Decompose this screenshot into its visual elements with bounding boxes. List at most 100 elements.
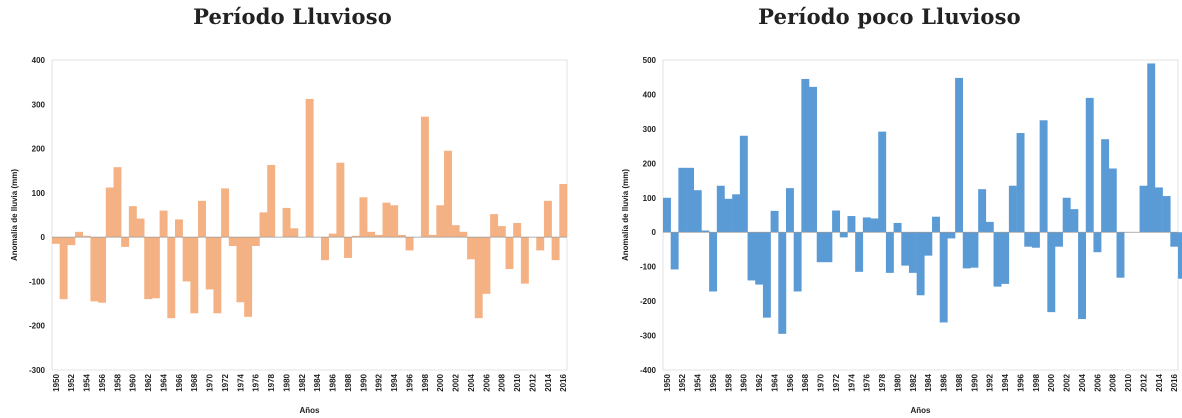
x-tick-label: 1978 xyxy=(267,373,276,391)
bar-1997 xyxy=(1024,232,1033,247)
bar-1963 xyxy=(762,232,771,318)
x-tick-label: 1968 xyxy=(190,373,199,391)
x-axis-title: Años xyxy=(911,406,932,415)
bar-2006 xyxy=(482,237,491,294)
bar-1967 xyxy=(182,237,191,282)
bar-1950 xyxy=(52,237,60,244)
bar-1967 xyxy=(793,232,802,292)
bar-1962 xyxy=(755,232,764,285)
y-tick-label: 200 xyxy=(643,159,657,168)
y-tick-label: -300 xyxy=(29,366,46,375)
y-axis-title: Anomalía de lluvia (mm) xyxy=(10,169,19,261)
chart-title-dry-period: Período poco Lluvioso xyxy=(758,4,1021,29)
bar-1960 xyxy=(739,135,748,233)
bar-2001 xyxy=(1055,232,1063,247)
x-tick-label: 2014 xyxy=(544,373,553,391)
bar-1964 xyxy=(770,210,779,233)
bar-2001 xyxy=(444,150,452,238)
bar-2008 xyxy=(1108,168,1117,233)
bar-1999 xyxy=(428,234,437,238)
bar-1972 xyxy=(221,188,230,238)
x-tick-label: 1990 xyxy=(359,373,368,391)
chart-panel-rainy-period: Período Lluvioso -300 -200 -100 0 100 200 300 4… xyxy=(0,0,585,418)
bar-1958 xyxy=(113,167,122,238)
bar-1956 xyxy=(709,232,718,292)
y-axis-title: Anomalía de lluvia (mm) xyxy=(621,169,630,261)
bar-2012 xyxy=(1139,185,1148,233)
x-tick-label: 1972 xyxy=(221,373,230,391)
bar-1975 xyxy=(244,237,253,317)
x-tick-label: 1974 xyxy=(236,373,245,391)
x-tick-label: 1986 xyxy=(940,373,949,391)
bar-1969 xyxy=(198,200,206,238)
y-tick-label: 300 xyxy=(32,100,46,109)
bar-1953 xyxy=(75,231,83,238)
x-tick-label: 2012 xyxy=(528,373,537,391)
x-tick-label: 1998 xyxy=(421,373,430,391)
bar-1957 xyxy=(716,185,725,233)
x-tick-label: 1984 xyxy=(313,373,322,391)
bar-1999 xyxy=(1039,120,1048,233)
x-tick-label: 1962 xyxy=(755,373,764,391)
bar-2004 xyxy=(1078,232,1087,320)
bar-chart-dry-period: -400 -300 -200 -100 0 100 200 300 400 500 1950 1952… xyxy=(621,56,1182,415)
x-tick-label: 1976 xyxy=(863,373,872,391)
bar-1978 xyxy=(878,131,887,233)
bar-1998 xyxy=(1031,232,1040,248)
bar-1950 xyxy=(663,197,671,233)
y-tick-label: -200 xyxy=(640,297,657,306)
x-tick-label: 2002 xyxy=(452,373,461,391)
x-tick-label: 1964 xyxy=(159,373,168,391)
x-tick-label: 1996 xyxy=(405,373,414,391)
x-tick-label: 1988 xyxy=(955,373,964,391)
x-tick-label: 2010 xyxy=(1124,373,1133,391)
bar-1969 xyxy=(809,86,817,233)
y-tick-label: -100 xyxy=(29,277,46,286)
y-tick-label: 100 xyxy=(643,194,657,203)
bar-2007 xyxy=(1101,139,1110,233)
x-tick-label: 1956 xyxy=(709,373,718,391)
bar-2004 xyxy=(467,237,476,260)
x-tick-label: 2008 xyxy=(498,373,507,391)
bar-1980 xyxy=(282,207,291,238)
x-tick-label: 1976 xyxy=(252,373,261,391)
x-tick-label: 1970 xyxy=(206,373,215,391)
bar-1971 xyxy=(213,237,222,314)
bar-1987 xyxy=(336,162,345,238)
x-tick-label: 2016 xyxy=(559,373,568,391)
bar-1984 xyxy=(924,232,933,256)
x-tick-label: 1998 xyxy=(1032,373,1041,391)
x-tick-label: 1986 xyxy=(329,373,338,391)
bar-1987 xyxy=(947,232,956,239)
x-tick-label: 2012 xyxy=(1139,373,1148,391)
bar-1989 xyxy=(351,235,360,238)
bar-1985 xyxy=(932,216,940,233)
x-tick-label: 1950 xyxy=(52,373,61,391)
y-tick-label: 400 xyxy=(32,56,46,65)
bar-1958 xyxy=(724,198,733,233)
bar-1968 xyxy=(801,78,810,233)
bar-2015 xyxy=(551,237,560,261)
bar-1992 xyxy=(985,221,994,233)
x-tick-label: 1954 xyxy=(694,373,703,391)
bar-2002 xyxy=(1062,197,1071,233)
bar-1965 xyxy=(778,232,787,334)
bar-1974 xyxy=(847,216,856,233)
bar-1970 xyxy=(816,232,825,263)
bar-2015 xyxy=(1162,196,1171,233)
x-tick-label: 2004 xyxy=(467,373,476,391)
bar-2009 xyxy=(1116,232,1125,278)
bar-1961 xyxy=(747,232,756,281)
x-tick-label: 1980 xyxy=(282,373,291,391)
chart-title-rainy-period: Período Lluvioso xyxy=(193,4,392,29)
bar-1955 xyxy=(90,237,99,302)
bar-1991 xyxy=(978,189,987,233)
x-tick-label: 1974 xyxy=(847,373,856,391)
y-tick-label: 0 xyxy=(652,228,657,237)
y-tick-label: 100 xyxy=(32,189,46,198)
bar-1979 xyxy=(885,232,894,273)
bar-1973 xyxy=(228,237,237,246)
bar-1959 xyxy=(121,237,130,247)
bar-1980 xyxy=(893,222,902,233)
x-tick-label: 1964 xyxy=(770,373,779,391)
